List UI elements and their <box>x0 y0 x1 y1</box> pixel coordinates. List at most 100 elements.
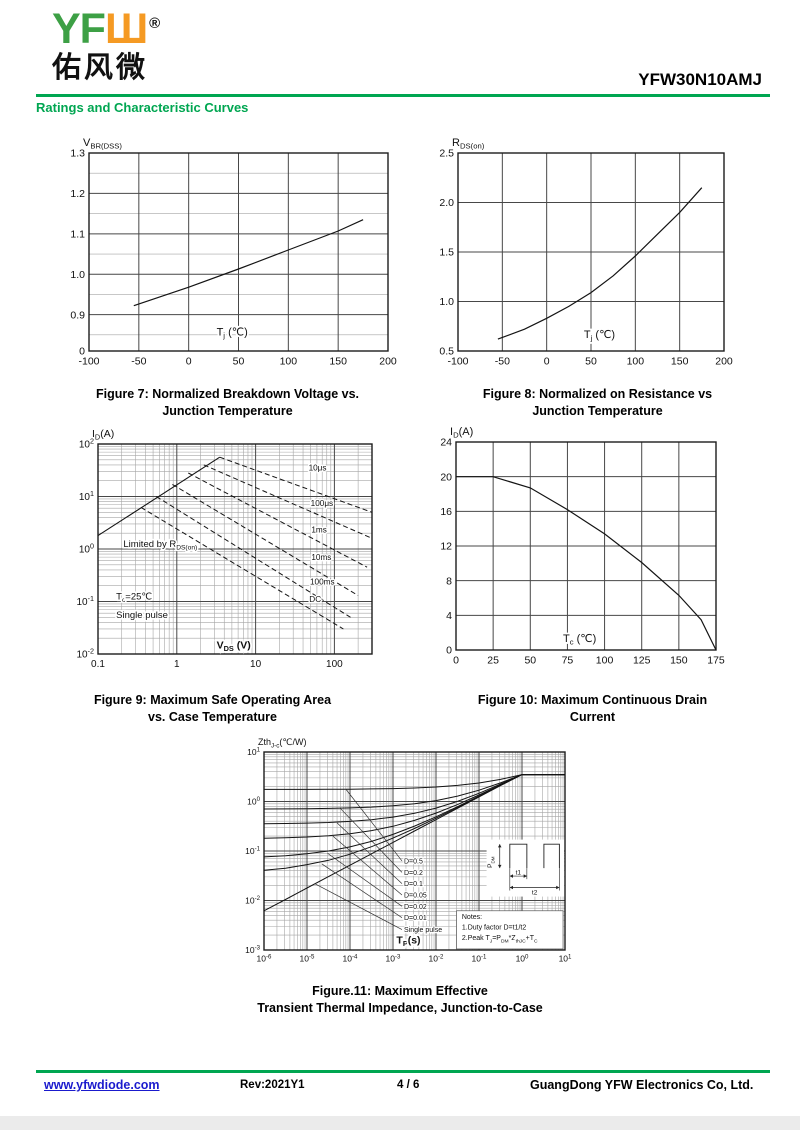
figure-9: 0.1 1 10 100 10-2 10-1 100 101 102 ID(A) 10μs 100μs… <box>62 428 382 680</box>
svg-text:0: 0 <box>186 356 192 368</box>
svg-text:PDM: PDM <box>487 856 496 868</box>
figure11-chart: 10-6 10-5 10-4 10-3 10-2 10-1 100 101 10-3 10-2 10… <box>245 737 572 964</box>
yfw-logo: YFШ ® 佑风微 <box>52 5 160 84</box>
header-rule <box>36 94 770 97</box>
figure-10: 0 25 50 75 100 125 150 175 0 4 8 12 16 20 24 ID(A) Tc (℃… <box>428 424 728 676</box>
figure11-caption: Figure.11: Maximum Effective Transient T… <box>150 983 650 1017</box>
svg-text:ID(A): ID(A) <box>450 426 473 440</box>
svg-text:D=0.01: D=0.01 <box>404 915 427 922</box>
svg-text:10ms: 10ms <box>311 553 331 562</box>
svg-text:2.5: 2.5 <box>439 148 454 160</box>
svg-text:10-2: 10-2 <box>429 953 445 963</box>
svg-text:2.Peak TJ=PDM*ZthJC+TC: 2.Peak TJ=PDM*ZthJC+TC <box>462 935 538 945</box>
svg-text:101: 101 <box>247 747 260 757</box>
svg-text:1.3: 1.3 <box>70 148 85 160</box>
svg-text:-50: -50 <box>495 356 510 368</box>
figure8-caption-line1: Figure 8: Normalized on Resistance vs <box>482 387 713 401</box>
svg-text:RDS(on): RDS(on) <box>452 137 485 151</box>
svg-text:0: 0 <box>446 645 452 657</box>
svg-text:10-1: 10-1 <box>76 594 94 608</box>
revision-label: Rev:2021Y1 <box>240 1079 305 1091</box>
svg-text:10-4: 10-4 <box>343 953 359 963</box>
svg-text:10-1: 10-1 <box>472 953 488 963</box>
svg-text:Tc (℃): Tc (℃) <box>563 633 596 647</box>
svg-text:10-2: 10-2 <box>245 895 261 905</box>
svg-text:125: 125 <box>633 655 651 667</box>
figure11-caption-line1: Figure.11: Maximum Effective <box>312 984 488 998</box>
figure7-chart: -100 -50 0 50 100 150 200 1.3 1.2 1.1 1.0 0.9 0 VBR(D… <box>70 137 397 368</box>
svg-text:-50: -50 <box>131 356 146 368</box>
svg-text:ZthJ-c(℃/W): ZthJ-c(℃/W) <box>258 737 307 750</box>
figure7-caption-line2: Junction Temperature <box>162 403 293 418</box>
svg-text:4: 4 <box>446 610 452 622</box>
svg-text:D=0.5: D=0.5 <box>404 858 423 865</box>
svg-text:1.Duty factor D=t1/t2: 1.Duty factor D=t1/t2 <box>462 924 526 931</box>
svg-text:100: 100 <box>326 659 343 670</box>
svg-text:D=0.02: D=0.02 <box>404 904 427 911</box>
svg-text:0: 0 <box>79 346 85 358</box>
logo-chinese-name: 佑风微 <box>52 52 149 84</box>
svg-text:VBR(DSS): VBR(DSS) <box>83 137 122 151</box>
svg-text:1.2: 1.2 <box>70 188 85 200</box>
svg-text:1: 1 <box>174 659 180 670</box>
svg-text:100: 100 <box>596 655 614 667</box>
svg-text:0: 0 <box>544 356 550 368</box>
svg-text:100ms: 100ms <box>310 578 335 587</box>
figure8-caption: Figure 8: Normalized on Resistance vs Ju… <box>420 386 775 420</box>
svg-text:1ms: 1ms <box>311 526 326 535</box>
website-link[interactable]: www.yfwdiode.com <box>44 1078 160 1092</box>
svg-text:DC: DC <box>309 595 321 604</box>
page-indicator: 4 / 6 <box>397 1079 420 1091</box>
svg-text:50: 50 <box>233 356 245 368</box>
svg-text:t1: t1 <box>516 870 522 877</box>
svg-text:0.9: 0.9 <box>70 309 85 321</box>
part-number: YFW30N10AMJ <box>638 70 762 89</box>
svg-text:200: 200 <box>379 356 397 368</box>
svg-text:10μs: 10μs <box>309 464 327 473</box>
svg-text:101: 101 <box>79 489 94 503</box>
figure10-caption: Figure 10: Maximum Continuous Drain Curr… <box>420 692 765 726</box>
figure10-caption-line2: Current <box>569 709 616 724</box>
svg-text:10-1: 10-1 <box>245 846 261 856</box>
svg-text:100: 100 <box>79 542 94 556</box>
svg-text:1.5: 1.5 <box>439 247 454 259</box>
bottom-scan-strip <box>0 1116 800 1130</box>
svg-text:Single pulse: Single pulse <box>404 927 442 934</box>
figure-8: -100 -50 0 50 100 150 200 0.5 1.0 1.5 2.0 2.5 RDS(on… <box>428 133 738 373</box>
svg-text:TP(s): TP(s) <box>396 935 420 949</box>
svg-text:24: 24 <box>440 437 452 449</box>
logo-wordmark: YFШ ® <box>52 5 160 53</box>
svg-text:100: 100 <box>280 356 298 368</box>
svg-text:Tj (℃): Tj (℃) <box>584 329 615 343</box>
svg-text:Tj (℃): Tj (℃) <box>217 327 248 341</box>
svg-text:-100: -100 <box>78 356 99 368</box>
logo-text-orange: Ш <box>104 5 148 53</box>
svg-text:12: 12 <box>440 541 452 553</box>
svg-text:100μs: 100μs <box>311 499 333 508</box>
svg-text:D=0.1: D=0.1 <box>404 881 423 888</box>
svg-text:50: 50 <box>524 655 536 667</box>
svg-text:VDS (V): VDS (V) <box>217 639 251 653</box>
svg-text:16: 16 <box>440 506 452 518</box>
svg-text:100: 100 <box>247 796 260 806</box>
svg-text:8: 8 <box>446 575 452 587</box>
svg-text:2.0: 2.0 <box>439 197 454 209</box>
svg-text:101: 101 <box>559 953 572 963</box>
svg-text:10: 10 <box>250 659 262 670</box>
svg-text:0: 0 <box>453 655 459 667</box>
svg-text:150: 150 <box>670 655 688 667</box>
svg-text:Limited by RDS(on): Limited by RDS(on) <box>123 539 197 552</box>
section-title: Ratings and Characteristic Curves <box>36 100 249 115</box>
svg-text:100: 100 <box>516 953 529 963</box>
svg-text:100: 100 <box>627 356 645 368</box>
svg-text:102: 102 <box>79 437 94 451</box>
figure7-caption-line1: Figure 7: Normalized Breakdown Voltage v… <box>95 387 360 401</box>
svg-text:175: 175 <box>707 655 725 667</box>
company-name: GuangDong YFW Electronics Co, Ltd. <box>530 1078 754 1092</box>
logo-text-green: YF <box>52 5 106 53</box>
svg-text:D=0.05: D=0.05 <box>404 892 427 899</box>
svg-text:ID(A): ID(A) <box>92 428 114 442</box>
svg-text:150: 150 <box>671 356 689 368</box>
